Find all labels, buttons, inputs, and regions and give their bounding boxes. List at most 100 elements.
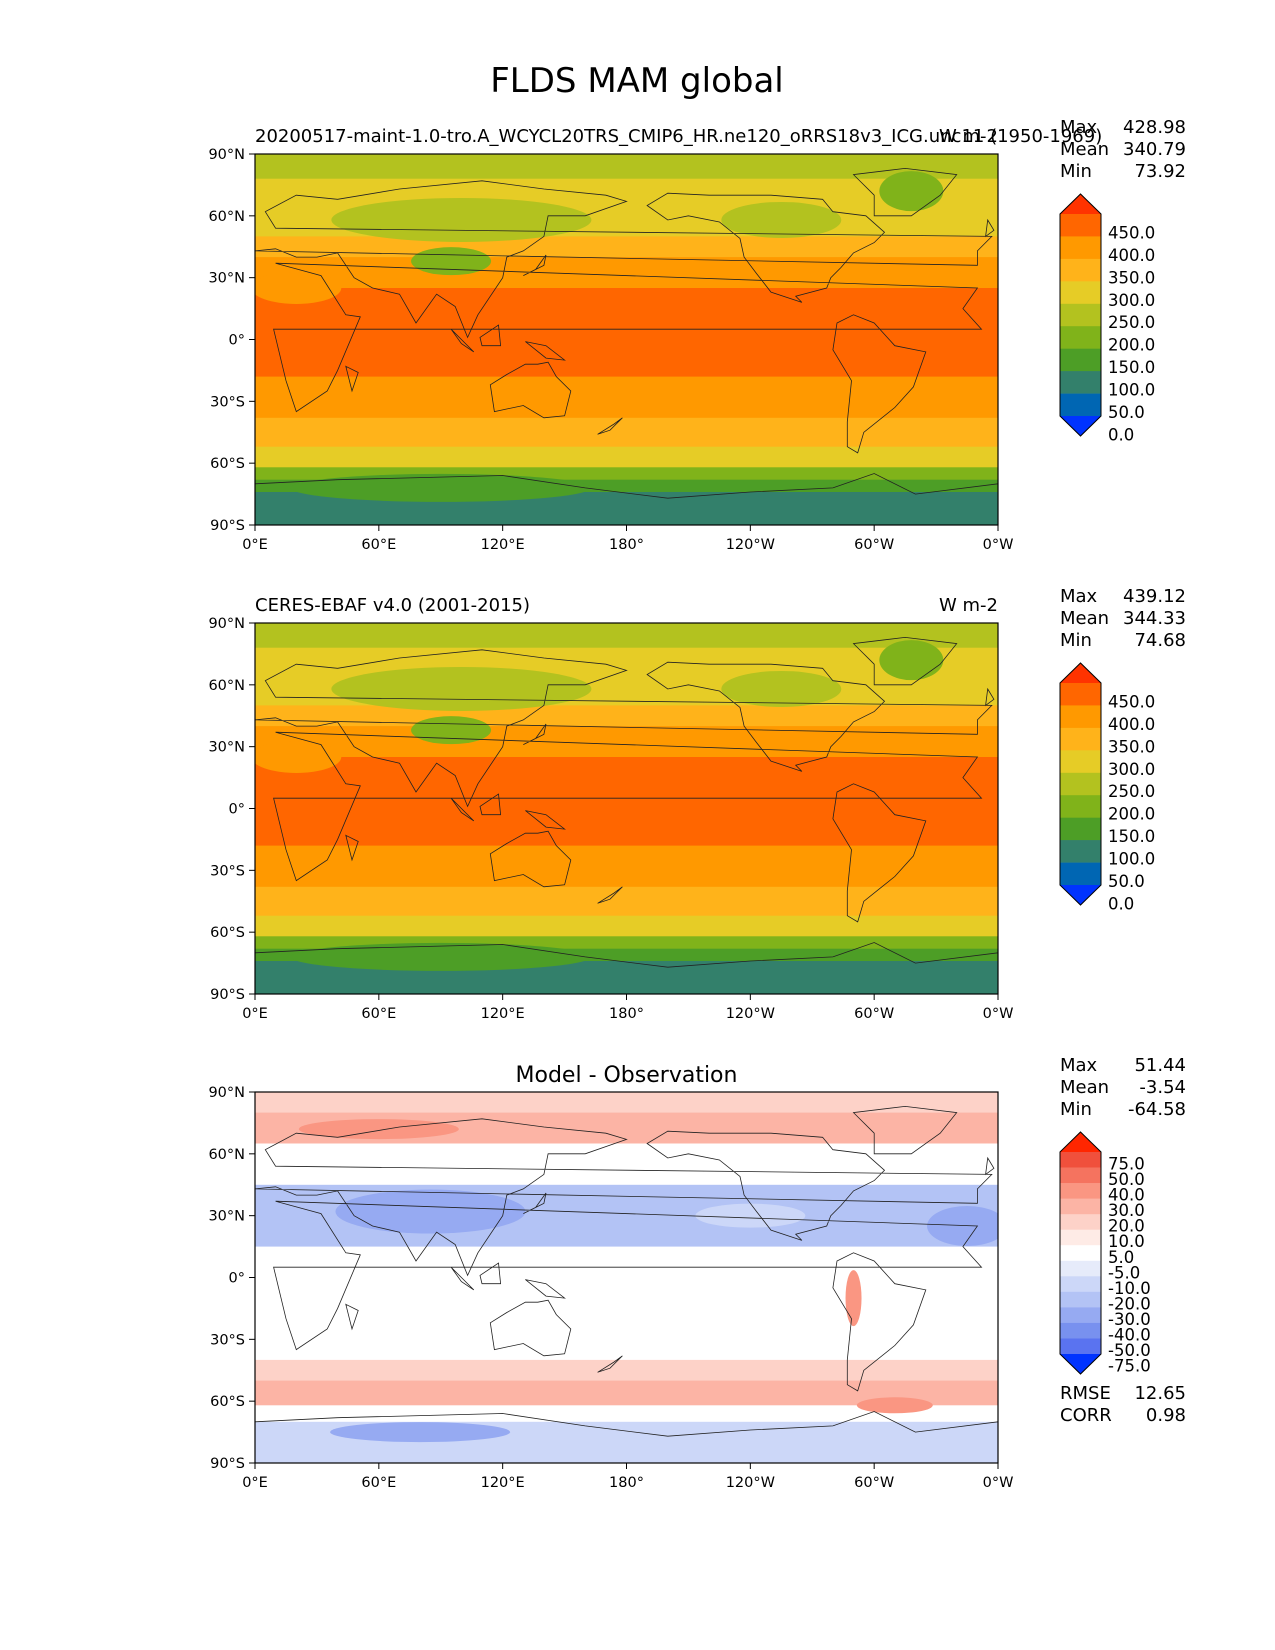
lat-tick-label: 90°N [208,1085,245,1101]
colorbar-label: 200.0 [1108,805,1155,824]
lon-tick-label: 180° [609,537,644,553]
colorbar-extend-max [1060,663,1101,683]
lon-tick-label: 60°W [854,1475,894,1491]
colorbar-label: 100.0 [1108,381,1155,400]
field-band [255,417,998,448]
colorbar-label: 250.0 [1108,313,1155,332]
colorbar-segment [1060,258,1101,282]
map-axes: 90°N 60°N 30°N 0° 30°S 60°S 90°S 0°E 60°E 120°E 18… [208,1085,1013,1491]
colorbar-label: 450.0 [1108,692,1155,711]
field-anomaly-antarctic [330,1422,511,1443]
colorbar-extend-min [1060,1354,1101,1374]
coastline [255,636,998,994]
colorbar-segment [1060,303,1101,327]
lat-tick-label: 90°S [210,1456,245,1472]
colorbar-label: -30.0 [1108,1310,1151,1329]
colorbar-label: 50.0 [1108,1170,1145,1189]
field-anomaly-asia [335,1189,526,1234]
lon-tick-label: 60°W [854,537,894,553]
lat-tick-label: 60°S [210,456,245,472]
panel-difference: 90°N 60°N 30°N 0° 30°S 60°S 90°S 0°E 60°E 120°E 18… [208,1055,1186,1491]
lat-tick-label: 30°N [208,271,245,287]
field-anomaly-antarctic [290,942,591,971]
field-anomaly-siberia [331,666,592,711]
field-anomaly-pacific [695,1203,806,1228]
colorbar-label: 150.0 [1108,358,1155,377]
lat-tick-label: 60°S [210,1394,245,1410]
field-anomaly-drake [856,1397,933,1414]
map-field [255,623,998,994]
field-band [255,257,998,289]
colorbar-segment [1060,772,1101,796]
stat-label: Mean [1060,139,1109,160]
colorbar-extend-min [1060,416,1101,436]
colorbar: 450.0 400.0 350.0 300.0 250.0 200.0 150.0 100.0… [1059,193,1155,444]
field-band [255,236,998,258]
colorbar-label: 40.0 [1108,1186,1145,1205]
stat-value: 73.92 [1134,161,1186,182]
field-band [255,1143,998,1186]
panel-title-left: CERES-EBAF v4.0 (2001-2015) [255,595,530,616]
colorbar-outline [1059,1131,1102,1375]
lon-tick-label: 0°E [242,1475,268,1491]
colorbar-label: -40.0 [1108,1326,1151,1345]
stat-label: Max [1060,586,1098,607]
colorbar-segment [1060,1214,1101,1231]
field-anomaly-sahara [255,740,342,773]
lon-tick-label: 60°E [361,1475,396,1491]
field-band [255,1359,998,1381]
field-band [255,1308,998,1361]
colorbar-segment [1060,214,1101,237]
colorbar-label: 400.0 [1108,715,1155,734]
stat-value: 74.68 [1134,630,1186,651]
colorbar-label: 100.0 [1108,850,1155,869]
colorbar-label: 200.0 [1108,336,1155,355]
panel-title-right: W m-2 [939,595,998,616]
colorbar-label: 5.0 [1108,1248,1134,1267]
coastline [255,1105,998,1463]
stat-label: Max [1060,117,1098,138]
lat-tick-label: 90°N [208,616,245,632]
colorbar-segment [1060,705,1101,729]
colorbar-segment [1060,371,1101,394]
lat-tick-label: 90°N [208,147,245,163]
map-field [255,154,998,525]
panel-reference: 90°N 60°N 30°N 0° 30°S 60°S 90°S 0°E 60°E 120°E 18… [208,586,1186,1022]
colorbar-label: -5.0 [1108,1263,1140,1282]
colorbar-segment [1060,1167,1101,1184]
lon-tick-label: 0°W [983,537,1014,553]
colorbar-label: -20.0 [1108,1294,1151,1313]
stat-value: 0.98 [1146,1405,1186,1426]
colorbar-segment [1060,727,1101,751]
lon-tick-label: 0°W [983,1475,1014,1491]
colorbar-label: 250.0 [1108,782,1155,801]
colorbar-label: 30.0 [1108,1201,1145,1220]
field-anomaly-canada [721,201,842,238]
field-band [255,845,998,888]
colorbar-label: 50.0 [1108,872,1145,891]
colorbar-segment [1060,1307,1101,1324]
colorbar-segment [1060,393,1101,417]
colorbar-segment [1060,1291,1101,1308]
colorbar: 450.0 400.0 350.0 300.0 250.0 200.0 150.0 100.0… [1059,662,1155,913]
figure-title: FLDS MAM global [490,61,784,101]
field-band [255,705,998,727]
colorbar: 75.050.040.030.020.010.05.0-5.0-10.0-20.… [1059,1131,1151,1376]
colorbar-label: -10.0 [1108,1279,1151,1298]
stat-value: 51.44 [1134,1055,1186,1076]
field-anomaly-canada [721,670,842,707]
lat-tick-label: 90°S [210,518,245,534]
colorbar-segment [1060,1198,1101,1215]
colorbar-segment [1060,683,1101,706]
colorbar-segment [1060,236,1101,260]
colorbar-label: 350.0 [1108,737,1155,756]
field-anomaly-andes [845,1270,862,1327]
field-band [255,288,998,378]
colorbar-segment [1060,1322,1101,1339]
field-band [255,1092,998,1114]
lat-tick-label: 30°S [210,394,245,410]
field-band [255,886,998,917]
colorbar-segment [1060,795,1101,818]
stat-label: Min [1060,630,1092,651]
colorbar-extend-max [1060,1132,1101,1152]
